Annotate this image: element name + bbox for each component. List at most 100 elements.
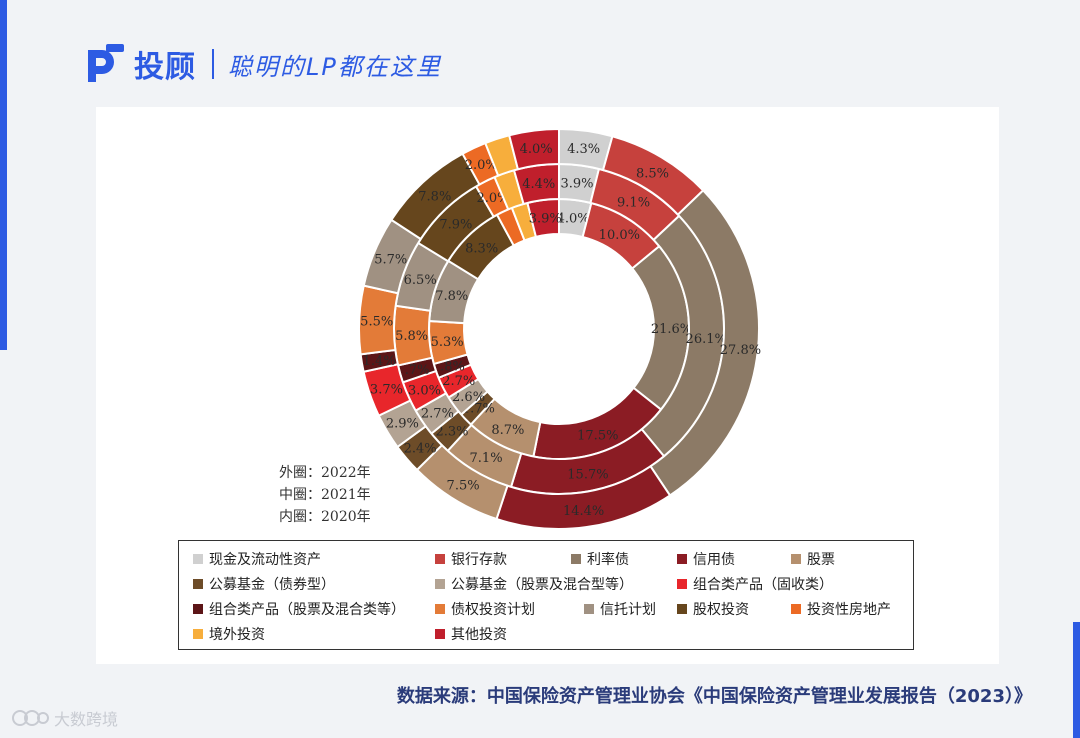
legend-label: 利率债 [587,552,629,568]
outer-ring-label-7: 3.7% [370,382,403,397]
outer-ring-label-8: 1.4% [363,354,396,369]
legend-swatch [193,629,203,639]
middle-ring-label-8: .7% [405,363,430,378]
legend-item: 债权投资计划 [435,599,535,619]
inner-ring-label-3: 17.5% [577,429,618,444]
header-divider [212,49,214,79]
legend-swatch [571,554,581,564]
legend-item: 信托计划 [584,599,656,619]
inner-ring-label-9: 5.3% [431,335,464,350]
outer-ring-label-1: 8.5% [636,166,669,181]
inner-ring-label-1: 10.0% [599,228,640,243]
outer-ring-label-11: 7.8% [418,189,451,204]
outer-ring-label-4: 7.5% [447,478,480,493]
legend-swatch [435,554,445,564]
inner-ring-label-8: .8% [440,359,465,374]
legend-item: 其他投资 [435,624,507,644]
legend-item: 股票 [791,549,835,569]
legend-item: 银行存款 [435,549,507,569]
ring-note-inner: 内圈：2020年 [279,509,371,525]
legend-label: 银行存款 [451,552,507,568]
inner-ring-label-2: 21.6% [651,322,692,337]
inner-ring-label-10: 7.8% [435,289,468,304]
middle-ring-label-4: 7.1% [470,451,503,466]
legend-item: 投资性房地产 [791,599,891,619]
slogan: 聪明的LP都在这里 [228,52,442,81]
legend-label: 债权投资计划 [451,602,535,618]
inner-ring-label-11: 8.3% [465,241,498,256]
legend-swatch [435,579,445,589]
legend-swatch [677,604,687,614]
legend-swatch [584,604,594,614]
legend-item: 组合类产品（固收类） [677,574,833,594]
legend-label: 信托计划 [600,602,656,618]
legend-label: 公募基金（债券型） [209,577,335,593]
inner-ring-label-7: 2.7% [442,374,475,389]
legend-swatch [677,554,687,564]
outer-ring-label-5: 2.4% [404,441,437,456]
outer-ring-segment-14 [507,127,560,171]
chart-panel: 4.0% 10.0% 21.6% 17.5% 8.7% 1.7% 2.6% 2.7% .8% 5.… [96,107,999,664]
middle-ring-label-9: 5.8% [395,329,428,344]
middle-ring-label-3: 15.7% [567,468,608,483]
outer-ring-label-6: 2.9% [386,417,419,432]
legend-item: 境外投资 [193,624,265,644]
inner-ring-label-0: 4.0% [557,211,590,226]
header: 投顾 聪明的LP都在这里 [84,40,442,88]
legend-item: 信用债 [677,549,735,569]
legend-swatch [677,579,687,589]
middle-ring-label-7: 3.0% [408,384,441,399]
legend-label: 组合类产品（股票及混合类等） [209,602,405,618]
middle-ring-label-14: 4.4% [522,177,555,192]
chart-legend: 现金及流动性资产 银行存款 利率债 信用债 股票公募基金（债券型） 公募基金（股票及混合型… [178,540,914,650]
legend-label: 股权投资 [693,602,749,618]
middle-ring-label-0: 3.9% [560,177,593,192]
legend-swatch [435,629,445,639]
data-source: 数据来源：中国保险资产管理业协会《中国保险资产管理业发展报告（2023）》 [396,686,1032,707]
outer-ring-label-10: 5.7% [374,252,407,267]
inner-ring-label-4: 8.7% [491,423,524,438]
legend-label: 公募基金（股票及混合型等） [451,577,633,593]
legend-item: 公募基金（债券型） [193,574,335,594]
legend-swatch [193,579,203,589]
legend-label: 信用债 [693,552,735,568]
brand-logo-icon [88,44,124,82]
legend-swatch [193,604,203,614]
legend-label: 其他投资 [451,627,507,643]
legend-item: 公募基金（股票及混合型等） [435,574,633,594]
watermark-logo-icon [12,710,49,726]
middle-ring-label-2: 26.1% [686,332,727,347]
ring-note-middle: 中圈：2021年 [279,487,371,503]
ring-note-outer: 外圈：2022年 [279,465,371,481]
inner-ring-label-6: 2.6% [452,390,485,405]
legend-label: 境外投资 [209,627,265,643]
outer-ring-label-2: 27.8% [720,343,761,358]
legend-item: 组合类产品（股票及混合类等） [193,599,405,619]
outer-ring-label-12: 2.0% [465,158,498,173]
middle-ring-label-1: 9.1% [617,196,650,211]
outer-ring-label-9: 5.5% [360,315,393,330]
middle-ring-label-11: 7.9% [439,218,472,233]
left-accent-bar [0,0,7,350]
donut-chart: 4.0%10.0%21.6%17.5%8.7%1.7%2.6%2.7%.8%5.… [358,127,761,530]
outer-ring-label-14: 4.0% [520,142,553,157]
legend-swatch [193,554,203,564]
legend-item: 利率债 [571,549,629,569]
legend-swatch [435,604,445,614]
legend-label: 股票 [807,552,835,568]
legend-label: 组合类产品（固收类） [693,577,833,593]
right-accent-bar [1073,622,1080,738]
legend-label: 投资性房地产 [807,602,891,618]
legend-item: 现金及流动性资产 [193,549,321,569]
watermark-text: 大数跨境 [54,710,119,729]
middle-ring-label-6: 2.7% [421,407,454,422]
legend-swatch [791,554,801,564]
middle-ring-label-10: 6.5% [404,273,437,288]
legend-label: 现金及流动性资产 [209,552,321,568]
legend-item: 股权投资 [677,599,749,619]
watermark: 大数跨境 [10,706,118,730]
brand-name: 投顾 [134,50,196,85]
outer-ring-label-0: 4.3% [567,142,600,157]
middle-ring-label-5: 2.3% [435,424,468,439]
inner-ring-label-14: 3.9% [529,211,562,226]
